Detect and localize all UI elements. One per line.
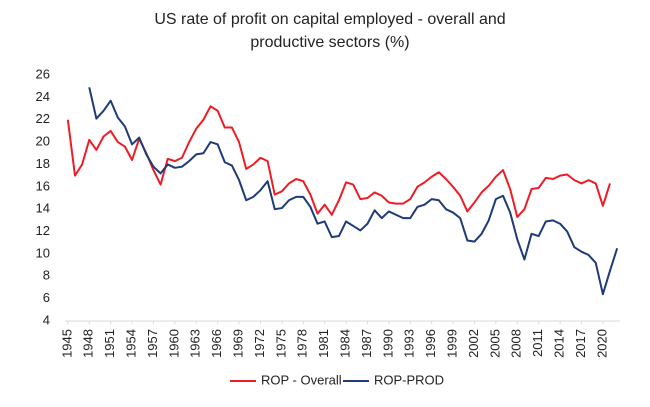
y-tick-label: 26 <box>36 66 50 81</box>
x-tick-label: 1963 <box>188 329 203 358</box>
x-tick-label: 1978 <box>295 329 310 358</box>
x-tick-label: 1987 <box>359 329 374 358</box>
x-tick-label: 2002 <box>466 329 481 358</box>
chart-title: US rate of profit on capital employed - … <box>154 11 505 28</box>
x-tick-label: 1948 <box>81 329 96 358</box>
x-tick-label: 1999 <box>445 329 460 358</box>
x-tick-label: 1969 <box>230 329 245 358</box>
y-tick-label: 16 <box>36 178 50 193</box>
x-tick-label: 1960 <box>166 329 181 358</box>
x-tick-label: 2008 <box>509 329 524 358</box>
x-tick-label: 1996 <box>423 329 438 358</box>
series-line <box>88 87 619 296</box>
y-tick-label: 18 <box>36 156 50 171</box>
y-tick-label: 22 <box>36 111 50 126</box>
y-tick-label: 10 <box>36 245 50 260</box>
x-tick-label: 2014 <box>552 329 567 358</box>
x-tick-label: 1993 <box>402 329 417 358</box>
chart-title: productive sectors (%) <box>250 34 409 51</box>
x-tick-label: 1972 <box>252 329 267 358</box>
x-tick-label: 1990 <box>380 329 395 358</box>
legend-label: ROP-PROD <box>374 372 444 387</box>
y-tick-label: 6 <box>43 290 50 305</box>
x-tick-label: 1966 <box>209 329 224 358</box>
y-tick-label: 14 <box>36 201 50 216</box>
series-line <box>66 105 611 219</box>
y-tick-label: 12 <box>36 223 50 238</box>
x-tick-label: 1954 <box>123 329 138 358</box>
x-tick-label: 2005 <box>487 329 502 358</box>
x-tick-label: 1957 <box>145 329 160 358</box>
x-tick-label: 2017 <box>573 329 588 358</box>
x-tick-label: 2011 <box>530 329 545 357</box>
x-tick-label: 1981 <box>316 329 331 358</box>
x-tick-label: 1951 <box>102 329 117 358</box>
y-tick-label: 24 <box>36 89 50 104</box>
x-tick-label: 1984 <box>338 329 353 358</box>
legend-label: ROP - Overall <box>261 372 342 387</box>
y-tick-label: 8 <box>43 268 50 283</box>
y-tick-label: 20 <box>36 134 50 149</box>
x-tick-label: 1975 <box>273 329 288 358</box>
y-tick-label: 4 <box>43 312 50 327</box>
x-tick-label: 2020 <box>594 329 609 358</box>
x-tick-label: 1945 <box>59 329 74 358</box>
